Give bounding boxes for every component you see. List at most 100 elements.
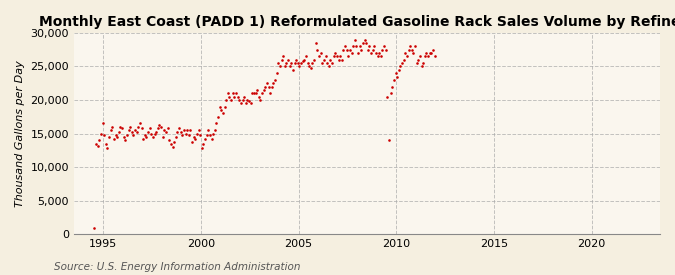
- Point: [185, 128, 196, 132]
- Point: [323, 64, 334, 69]
- Point: [425, 51, 435, 55]
- Point: [414, 54, 425, 59]
- Point: [406, 48, 417, 52]
- Point: [394, 68, 404, 72]
- Point: [196, 146, 207, 150]
- Point: [182, 128, 192, 132]
- Point: [354, 44, 365, 49]
- Point: [271, 71, 282, 75]
- Point: [283, 57, 294, 62]
- Point: [317, 61, 327, 65]
- Point: [117, 126, 128, 130]
- Point: [172, 130, 183, 134]
- Point: [390, 71, 401, 75]
- Y-axis label: Thousand Gallons per Day: Thousand Gallons per Day: [15, 60, 25, 207]
- Point: [236, 101, 246, 106]
- Point: [118, 135, 129, 139]
- Point: [215, 104, 225, 109]
- Point: [247, 91, 258, 95]
- Point: [276, 57, 287, 62]
- Point: [419, 54, 430, 59]
- Point: [296, 61, 306, 65]
- Point: [213, 115, 223, 119]
- Point: [385, 91, 396, 95]
- Point: [167, 145, 178, 149]
- Point: [159, 128, 170, 132]
- Point: [162, 126, 173, 130]
- Point: [94, 138, 105, 142]
- Point: [364, 44, 375, 49]
- Point: [374, 51, 385, 55]
- Point: [153, 126, 163, 130]
- Point: [335, 54, 346, 59]
- Point: [284, 64, 295, 69]
- Point: [421, 51, 432, 55]
- Point: [398, 57, 409, 62]
- Point: [300, 54, 311, 59]
- Point: [211, 121, 222, 126]
- Point: [427, 48, 438, 52]
- Point: [359, 37, 370, 42]
- Point: [184, 133, 194, 137]
- Point: [133, 125, 144, 129]
- Point: [149, 131, 160, 136]
- Point: [107, 125, 117, 129]
- Point: [346, 51, 357, 55]
- Point: [320, 54, 331, 59]
- Point: [101, 141, 111, 146]
- Point: [263, 84, 274, 89]
- Point: [219, 104, 230, 109]
- Point: [250, 91, 261, 95]
- Point: [223, 91, 234, 95]
- Point: [173, 126, 184, 130]
- Point: [361, 41, 372, 45]
- Point: [180, 131, 191, 136]
- Point: [216, 108, 227, 112]
- Point: [161, 130, 171, 134]
- Point: [253, 94, 264, 99]
- Point: [224, 94, 235, 99]
- Point: [268, 81, 279, 86]
- Point: [146, 131, 157, 136]
- Point: [134, 121, 145, 126]
- Point: [201, 133, 212, 137]
- Point: [157, 135, 168, 139]
- Point: [366, 51, 377, 55]
- Point: [99, 133, 109, 137]
- Point: [269, 78, 280, 82]
- Point: [209, 128, 220, 132]
- Point: [115, 125, 126, 129]
- Point: [151, 130, 161, 134]
- Point: [126, 130, 137, 134]
- Point: [102, 146, 113, 150]
- Point: [112, 135, 123, 139]
- Point: [144, 126, 155, 130]
- Point: [259, 88, 269, 92]
- Point: [304, 64, 315, 69]
- Point: [89, 226, 100, 230]
- Point: [132, 130, 142, 134]
- Point: [275, 64, 286, 69]
- Point: [190, 137, 200, 141]
- Point: [170, 135, 181, 139]
- Point: [379, 44, 389, 49]
- Point: [292, 61, 303, 65]
- Point: [232, 94, 243, 99]
- Point: [389, 78, 400, 82]
- Point: [411, 61, 422, 65]
- Point: [165, 141, 176, 146]
- Point: [120, 138, 131, 142]
- Point: [383, 138, 394, 142]
- Point: [237, 98, 248, 102]
- Point: [278, 54, 289, 59]
- Point: [225, 98, 236, 102]
- Point: [164, 138, 175, 142]
- Point: [261, 81, 272, 86]
- Point: [187, 139, 198, 144]
- Point: [299, 57, 310, 62]
- Point: [343, 54, 354, 59]
- Point: [297, 59, 308, 63]
- Point: [408, 51, 418, 55]
- Point: [369, 44, 380, 49]
- Point: [148, 135, 159, 139]
